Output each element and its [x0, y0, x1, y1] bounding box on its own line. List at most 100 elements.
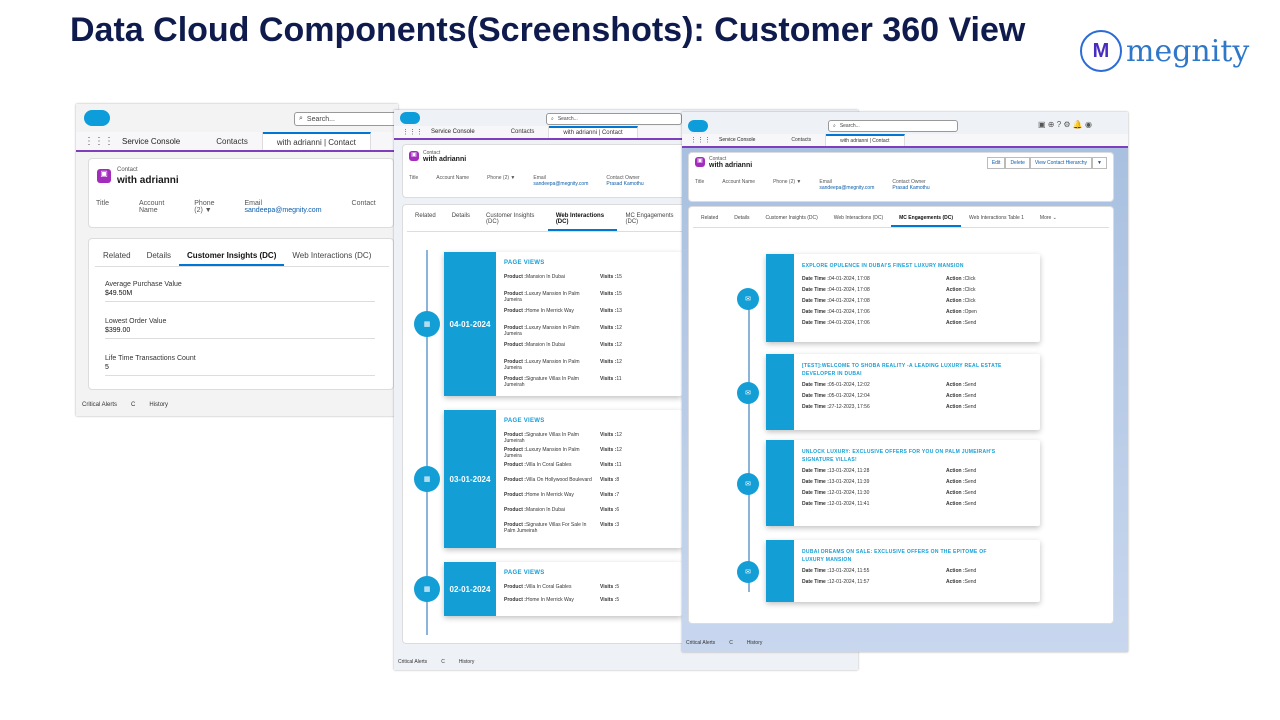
email-value[interactable]: sandeepa@megnity.com: [533, 181, 589, 187]
tab-item[interactable]: Details: [734, 215, 750, 221]
owner-value[interactable]: Prasad Kamothu: [606, 181, 644, 187]
tab-item[interactable]: Customer Insights (DC): [765, 215, 818, 221]
card-date: 04-01-2024: [444, 252, 496, 396]
visits-label: Visits :: [600, 597, 617, 603]
search-input[interactable]: ⌕ Search...: [546, 113, 682, 125]
datetime-value: 27-12-2023, 17:56: [828, 404, 870, 410]
product-row: Product :Luxury Mansion In Palm Jumeira: [504, 325, 596, 337]
history-item[interactable]: History: [458, 659, 475, 665]
action-button[interactable]: Delete: [1005, 157, 1030, 169]
highlights-labels: Title Account Name Phone (2) ▼ Email sand…: [96, 200, 398, 214]
product-row: Product :Mansion In Dubai: [504, 342, 596, 348]
tab-item[interactable]: Related: [103, 251, 131, 260]
help-item[interactable]: C: [131, 402, 136, 408]
email-engagement-card: EXPLORE OPULENCE IN DUBAI'S FINEST LUXUR…: [766, 254, 1040, 342]
visits-value: 8: [616, 477, 620, 483]
tab-contact-record[interactable]: with adrianni | Contact: [549, 126, 638, 138]
account-label: Account Name: [138, 200, 165, 214]
action-label: Action :: [946, 382, 965, 388]
app-launcher-icon[interactable]: ⋮⋮⋮: [84, 135, 114, 147]
contact-name: with adrianni: [423, 156, 467, 163]
datetime-row: Date Time :12-01-2024, 11:41: [802, 501, 869, 507]
help-item[interactable]: C: [441, 659, 445, 665]
action-button[interactable]: View Contact Hierarchy: [1029, 157, 1093, 169]
tab-item[interactable]: Web Interactions (DC): [292, 251, 372, 260]
tab-item[interactable]: Customer Insights (DC): [486, 213, 535, 225]
tab-item[interactable]: MC Engagements (DC): [625, 213, 674, 225]
datetime-value: 04-01-2024, 17:06: [828, 309, 870, 315]
contact-label: Contact: [709, 156, 727, 162]
tab-item[interactable]: Web Interactions (DC): [833, 215, 884, 221]
datetime-label: Date Time :: [802, 404, 829, 410]
app-launcher-icon[interactable]: ⋮⋮⋮: [690, 137, 711, 144]
card-title: PAGE VIEWS: [504, 260, 545, 266]
history-item[interactable]: History: [149, 402, 169, 408]
tab-item[interactable]: Customer Insights (DC): [179, 247, 285, 266]
global-header-icons[interactable]: ▣ ⊕ ? ⚙ 🔔 ◉: [1038, 120, 1092, 129]
action-row: Action :Send: [946, 568, 976, 574]
action-value: Open: [964, 309, 977, 315]
datetime-label: Date Time :: [802, 276, 829, 282]
contact-header: ▣ Contact with adrianni: [88, 158, 394, 228]
owner-label: Contact Owner: [606, 175, 640, 181]
product-label: Product :: [504, 477, 526, 483]
tab-item[interactable]: Details: [451, 213, 471, 219]
email-value[interactable]: sandeepa@megnity.com: [244, 207, 322, 214]
tab-contacts[interactable]: Contacts: [497, 126, 550, 138]
visits-value: 3: [616, 522, 620, 528]
email-label: Email: [819, 179, 832, 185]
visits-label: Visits :: [600, 507, 617, 513]
phone-label[interactable]: Phone (2) ▼: [487, 175, 516, 181]
owner-value[interactable]: Prasad Kamothu: [892, 185, 930, 191]
tab-item[interactable]: MC Engagements (DC): [891, 211, 962, 227]
product-value: Signature Villas In Palm Jumeirah: [504, 432, 579, 444]
product-row: Product :Luxury Mansion In Palm Jumeira: [504, 359, 596, 371]
action-row: Action :Click: [946, 276, 975, 282]
visits-row: Visits :11: [600, 462, 622, 468]
product-value: Signature Villas For Sale In Palm Jumeir…: [504, 522, 587, 534]
email-value[interactable]: sandeepa@megnity.com: [819, 185, 875, 191]
search-input[interactable]: ⌕ Search...: [294, 112, 398, 126]
timeline-line: [426, 250, 428, 635]
critical-alerts[interactable]: Critical Alerts: [686, 640, 716, 646]
action-label: Action :: [946, 404, 965, 410]
tab-item[interactable]: Related: [701, 215, 719, 221]
product-row: Product :Villa On Hollywood Boulevard: [504, 477, 596, 483]
console-navbar: ⋮⋮⋮ Service Console Contacts with adrian…: [76, 132, 398, 152]
tab-item[interactable]: Web Interactions (DC): [547, 209, 618, 231]
email-icon: ✉: [737, 473, 759, 495]
product-row: Product :Home In Merrick Way: [504, 308, 596, 314]
product-row: Product :Mansion In Dubai: [504, 274, 596, 280]
visits-row: Visits :11: [600, 376, 622, 382]
search-input[interactable]: ⌕ Search...: [828, 120, 958, 132]
critical-alerts[interactable]: Critical Alerts: [82, 402, 118, 408]
help-item[interactable]: C: [729, 640, 733, 646]
history-item[interactable]: History: [746, 640, 763, 646]
tab-contacts[interactable]: Contacts: [202, 132, 263, 150]
phone-label[interactable]: Phone (2) ▼: [194, 200, 215, 214]
card-title: PAGE VIEWS: [504, 418, 545, 424]
tab-contact-record[interactable]: with adrianni | Contact: [826, 134, 905, 146]
product-row: Product :Home In Merrick Way: [504, 597, 596, 603]
action-button[interactable]: ▼: [1092, 157, 1107, 169]
visits-label: Visits :: [600, 376, 617, 382]
visits-label: Visits :: [600, 274, 617, 280]
tab-item[interactable]: Web Interactions Table 1: [969, 215, 1024, 221]
visits-label: Visits :: [600, 522, 617, 528]
tab-contacts[interactable]: Contacts: [777, 134, 827, 146]
visits-label: Visits :: [600, 325, 617, 331]
tab-item[interactable]: Related: [415, 213, 436, 219]
action-button[interactable]: Edit: [986, 157, 1006, 169]
action-value: Send: [964, 393, 977, 399]
action-row: Action :Send: [946, 501, 976, 507]
critical-alerts[interactable]: Critical Alerts: [398, 659, 428, 665]
visits-row: Visits :15: [600, 291, 622, 297]
tab-contact-record[interactable]: with adrianni | Contact: [262, 132, 371, 150]
phone-label[interactable]: Phone (2) ▼: [773, 179, 802, 185]
tab-item[interactable]: Details: [146, 251, 172, 260]
email-label: Email: [533, 175, 546, 181]
action-row: Action :Send: [946, 393, 976, 399]
utility-bar: Critical Alerts C History: [686, 640, 762, 646]
tab-item[interactable]: More ⌄: [1039, 215, 1057, 221]
app-launcher-icon[interactable]: ⋮⋮⋮: [402, 129, 423, 136]
